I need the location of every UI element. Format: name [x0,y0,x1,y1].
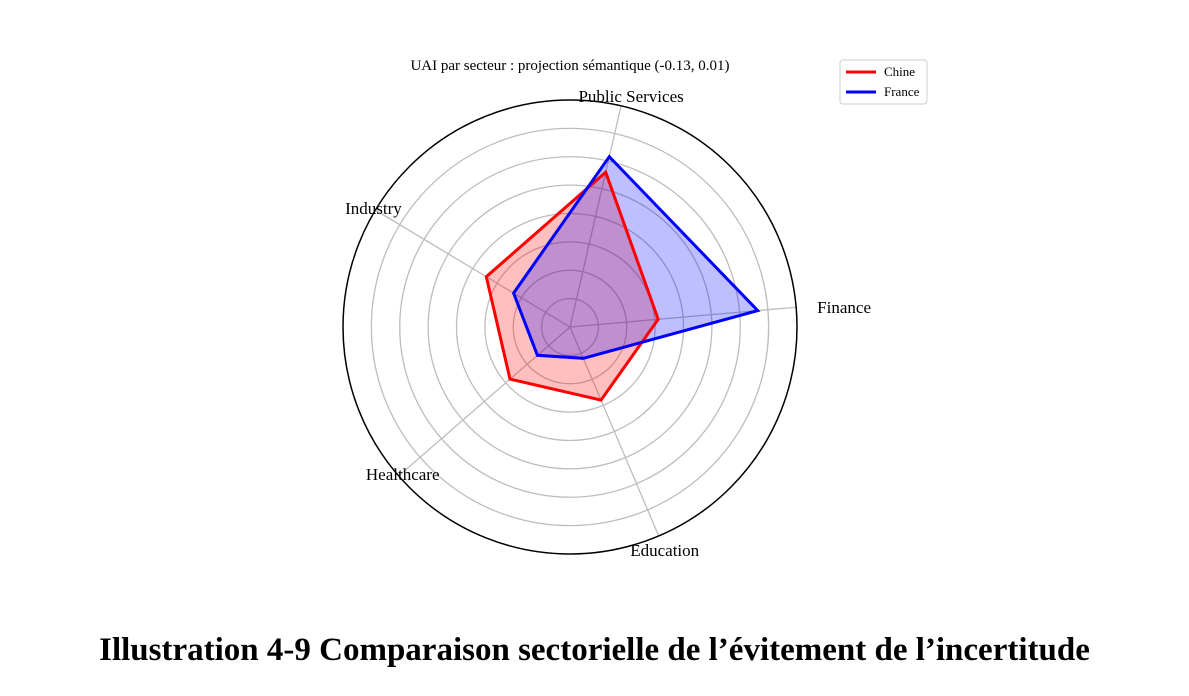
axis-line [569,105,622,328]
grid-ring [427,184,713,470]
chart-title: UAI par secteur : projection sémantique … [410,58,729,74]
axis-line [398,326,571,477]
axis-label: Public Services [578,87,683,106]
axis-line [569,326,660,537]
legend-label: France [884,84,920,99]
axis-label: Industry [345,199,402,218]
axis-labels: Finance Public Services Industry Healthcare… [345,87,871,560]
axis-label: Finance [817,298,871,317]
grid-ring [540,297,600,357]
series-line [511,154,761,360]
series-line [484,169,660,402]
radar-chart: UAI par secteur : projection sémantique … [342,58,928,560]
outer-circle [342,99,798,555]
axis-label: Education [630,541,699,560]
grid-ring [484,241,656,413]
figure-caption: Illustration 4-9 Comparaison sectorielle… [99,632,1090,668]
grid-ring [399,156,741,498]
radar-series [484,154,761,402]
legend-label: Chine [884,64,915,79]
legend: Chine France [839,59,928,105]
series-fill [486,172,659,401]
axis-label: Healthcare [366,465,440,484]
grid-ring [370,127,770,527]
grid-ring [512,269,628,385]
axis-line [375,209,571,328]
